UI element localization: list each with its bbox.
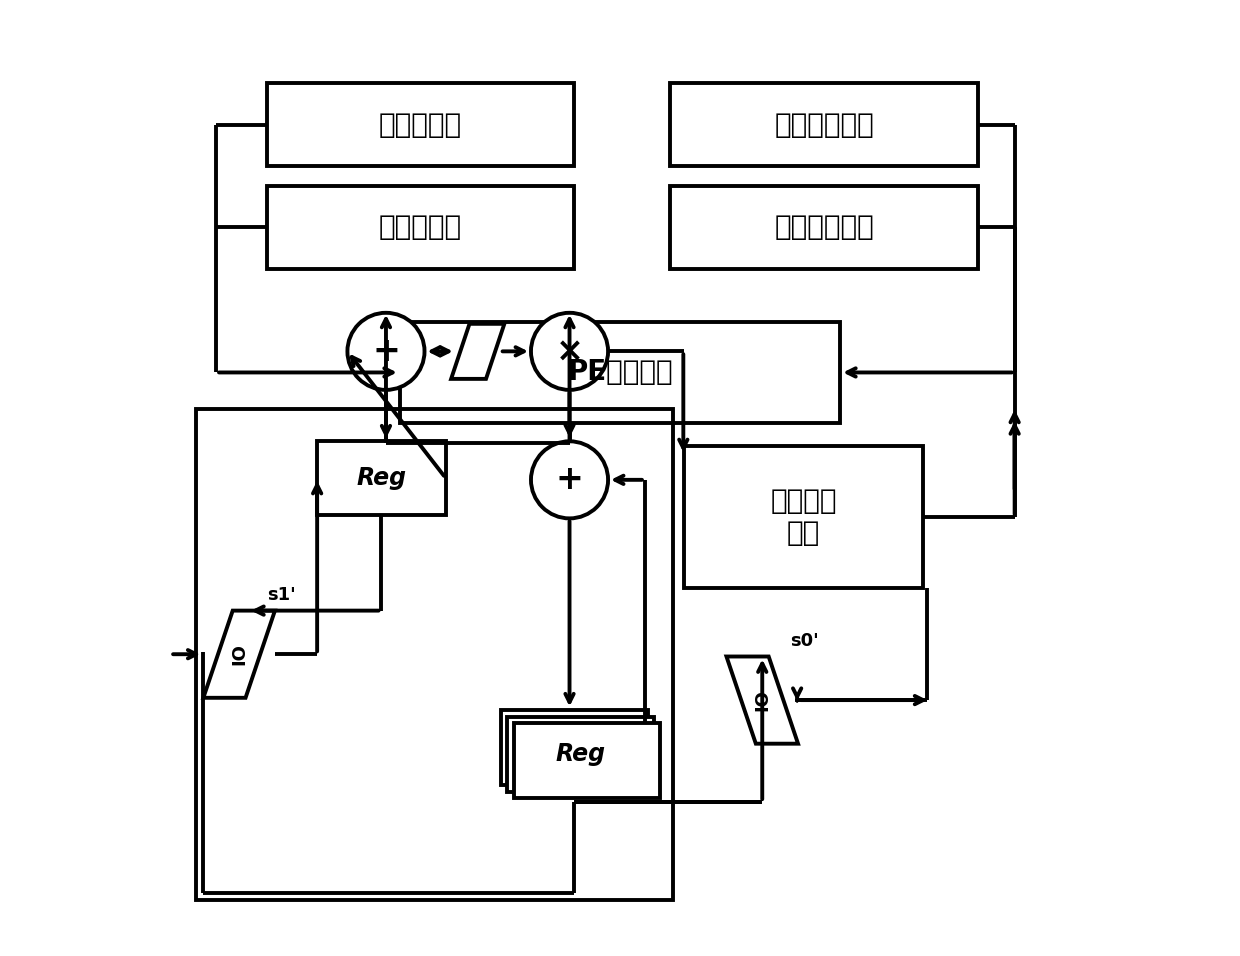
Bar [196, 409, 673, 901]
Text: IO: IO [753, 689, 771, 711]
Circle shape [531, 442, 608, 518]
Bar [399, 322, 841, 423]
Text: Reg: Reg [356, 466, 407, 490]
Polygon shape [727, 657, 799, 744]
Text: s0': s0' [790, 632, 818, 650]
Bar [501, 710, 647, 786]
Text: PE控制单元: PE控制单元 [567, 358, 673, 386]
Text: +: + [372, 335, 401, 368]
Bar [684, 445, 923, 588]
Bar [267, 186, 574, 269]
Bar [267, 83, 574, 166]
Circle shape [531, 313, 608, 390]
Text: s1': s1' [267, 586, 295, 604]
Polygon shape [451, 324, 505, 379]
Text: IO: IO [231, 643, 248, 665]
Bar [671, 83, 978, 166]
Text: 输入检索区: 输入检索区 [379, 111, 463, 139]
Text: 权重子缓存区: 权重子缓存区 [774, 213, 874, 242]
Text: ×: × [556, 335, 584, 368]
Text: 预先激活
单元: 预先激活 单元 [770, 487, 837, 547]
Bar [671, 186, 978, 269]
Bar [507, 717, 653, 792]
Bar [317, 442, 445, 514]
Bar [513, 723, 661, 798]
Text: +: + [556, 464, 584, 496]
Text: 权重检索区: 权重检索区 [379, 213, 463, 242]
Polygon shape [203, 611, 275, 698]
Text: Reg: Reg [556, 742, 605, 767]
Circle shape [347, 313, 424, 390]
Text: 输入子缓存区: 输入子缓存区 [774, 111, 874, 139]
